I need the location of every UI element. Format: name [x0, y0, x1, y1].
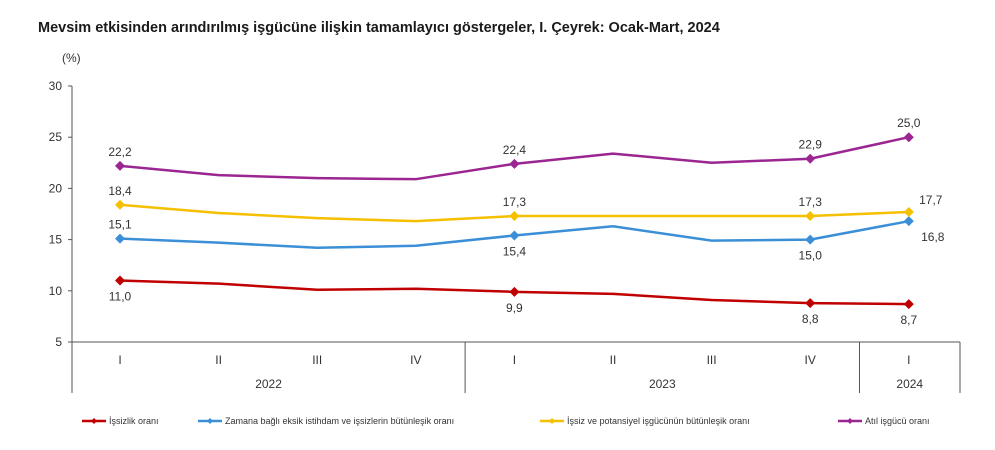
data-label: 22,9 — [799, 138, 823, 152]
data-marker — [509, 286, 520, 297]
x-tick-label: I — [513, 353, 516, 367]
data-marker — [509, 158, 520, 169]
data-marker — [509, 230, 520, 241]
chart-title: Mevsim etkisinden arındırılmış işgücüne … — [38, 20, 720, 36]
data-label: 25,0 — [897, 116, 921, 130]
y-tick-label: 20 — [49, 181, 63, 195]
x-tick-label: III — [707, 353, 717, 367]
year-label: 2022 — [255, 377, 282, 391]
y-tick-label: 5 — [55, 335, 62, 349]
data-marker — [805, 234, 816, 245]
y-axis-label: (%) — [62, 51, 81, 65]
data-marker — [903, 216, 914, 227]
y-tick-label: 25 — [49, 130, 63, 144]
data-label: 11,0 — [109, 290, 132, 304]
y-tick-label: 30 — [49, 79, 63, 93]
legend-marker — [549, 418, 555, 424]
legend-marker — [847, 418, 853, 424]
x-tick-label: I — [118, 353, 121, 367]
year-label: 2023 — [649, 377, 676, 391]
x-tick-label: III — [312, 353, 322, 367]
data-label: 15,1 — [108, 218, 132, 232]
data-label: 22,4 — [503, 143, 527, 157]
data-label: 18,4 — [108, 184, 132, 198]
x-tick-label: II — [215, 353, 222, 367]
data-marker — [903, 132, 914, 143]
data-label: 8,8 — [802, 312, 819, 326]
y-tick-label: 15 — [49, 233, 63, 247]
data-marker — [805, 211, 816, 222]
data-label: 15,0 — [799, 249, 823, 263]
data-marker — [805, 298, 816, 309]
data-marker — [805, 153, 816, 164]
data-label: 9,9 — [506, 301, 523, 315]
data-marker — [903, 299, 914, 310]
data-label: 17,3 — [799, 195, 823, 209]
data-label: 8,7 — [900, 313, 917, 327]
data-label: 15,4 — [503, 245, 527, 259]
legend-label: Atıl işgücü oranı — [865, 416, 930, 426]
data-marker — [115, 160, 125, 171]
data-marker — [509, 211, 520, 222]
x-tick-label: II — [610, 353, 617, 367]
x-tick-label: I — [907, 353, 910, 367]
data-label: 22,2 — [108, 145, 132, 159]
x-tick-label: IV — [410, 353, 421, 367]
legend-label: İşsiz ve potansiyel işgücünün bütünleşik… — [567, 416, 750, 426]
data-label: 17,3 — [503, 195, 527, 209]
data-marker — [115, 199, 125, 210]
data-label: 16,8 — [921, 230, 945, 244]
data-marker — [115, 275, 125, 286]
legend-marker — [91, 418, 97, 424]
y-tick-label: 10 — [49, 284, 63, 298]
data-marker — [115, 233, 125, 244]
data-marker — [903, 206, 914, 217]
legend-label: İşsizlik oranı — [109, 416, 159, 426]
x-tick-label: IV — [805, 353, 816, 367]
legend-label: Zamana bağlı eksik istihdam ve işsizleri… — [225, 416, 454, 426]
year-label: 2024 — [896, 377, 923, 391]
data-label: 17,7 — [919, 193, 943, 207]
legend-marker — [207, 418, 213, 424]
